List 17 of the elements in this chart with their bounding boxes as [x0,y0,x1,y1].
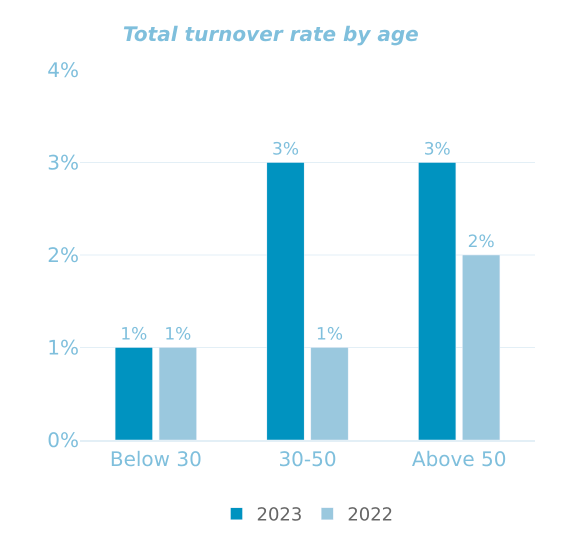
data-label: 1% [164,324,192,344]
data-label: 2% [468,232,495,252]
legend-label: 2022 [347,504,394,526]
data-label: 3% [424,140,451,160]
y-tick-label: 4% [47,58,79,82]
y-tick-label: 3% [47,150,79,174]
x-tick-label: 30-50 [278,447,337,471]
data-label: 3% [272,140,299,160]
y-tick-label: 0% [47,428,79,452]
legend-label: 2023 [256,504,302,526]
data-label: 1% [316,324,343,344]
chart-title: Total turnover rate by age [122,22,419,46]
data-label: 1% [120,324,148,344]
y-tick-label: 2% [47,243,79,267]
x-tick-label: Below 30 [110,447,202,471]
x-tick-label: Above 50 [412,447,506,471]
y-tick-label: 1% [47,336,79,360]
